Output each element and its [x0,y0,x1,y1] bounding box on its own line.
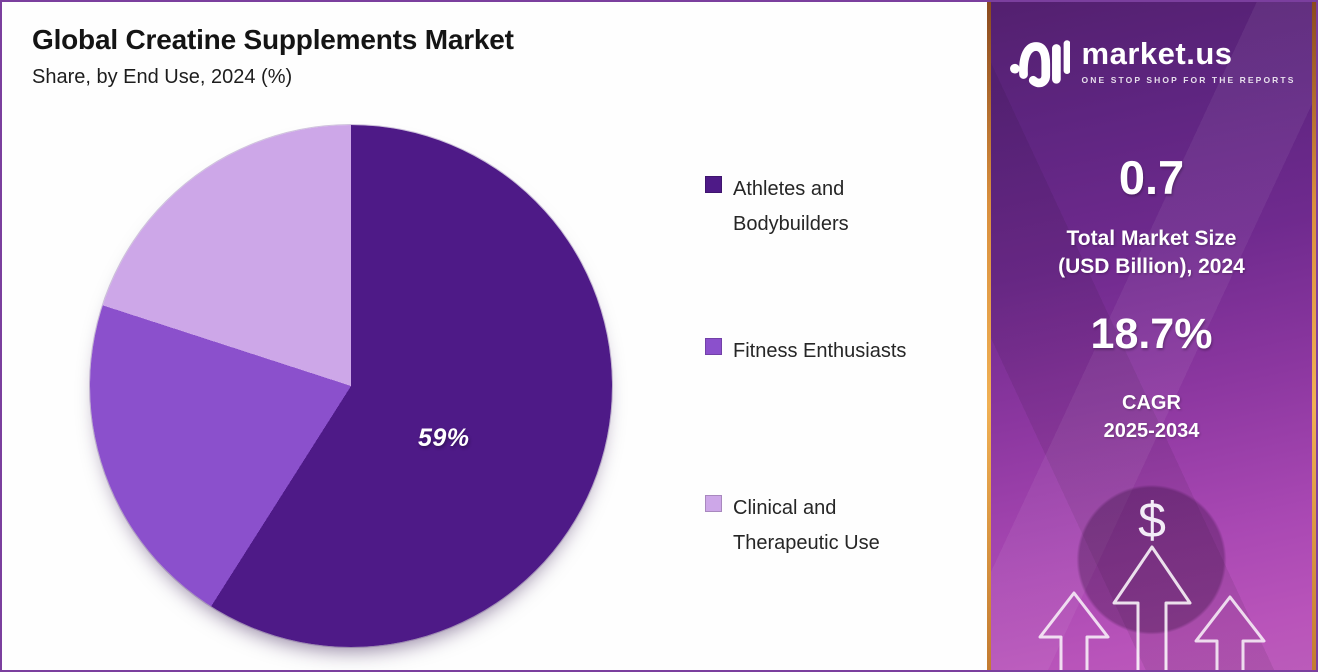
up-arrow-right-icon [1194,595,1265,670]
market-size-value: 0.7 [1118,151,1185,204]
legend-label: Athletes and Bodybuilders [733,178,849,235]
market-size-label-line1: Total Market Size [1066,227,1237,250]
marketus-logo-icon [1009,40,1070,88]
brand-tagline: ONE STOP SHOP FOR THE REPORTS [1081,74,1296,85]
brand-name: market.us [1081,35,1233,71]
chart-subtitle: Share, by End Use, 2024 (%) [32,66,293,88]
pie-chart [90,125,612,647]
legend-item-clinical: Clinical and Therapeutic Use [705,491,975,561]
legend-label: Clinical and Therapeutic Use [733,497,880,554]
gold-border-right [1312,2,1316,670]
legend-item-athletes: Athletes and Bodybuilders [705,172,975,242]
pie-slice-data-label: 59% [418,424,470,452]
cagr-value: 18.7% [1090,309,1213,358]
brand-side-panel: market.us ONE STOP SHOP FOR THE REPORTS … [987,2,1316,670]
gold-border-left [987,2,991,670]
chart-title: Global Creatine Supplements Market [32,24,514,55]
cagr-label-line1: CAGR [1122,391,1181,414]
growth-arrows-decoration: $ [1038,492,1265,670]
cagr-label: CAGR 2025-2034 [987,389,1316,445]
dollar-icon: $ [1138,492,1166,548]
legend-item-fitness: Fitness Enthusiasts [705,334,975,369]
up-arrow-middle-icon [1112,545,1191,670]
cagr-label-line2: 2025-2034 [1103,419,1200,442]
market-size-label: Total Market Size (USD Billion), 2024 [987,225,1316,282]
brand-logo: market.us ONE STOP SHOP FOR THE REPORTS [987,2,1316,88]
legend-swatch-medium-purple [705,338,722,355]
chart-legend: Athletes and Bodybuilders Fitness Enthus… [705,172,975,561]
market-size-label-line2: (USD Billion), 2024 [1058,255,1245,279]
legend-swatch-light-purple [705,495,722,512]
legend-label: Fitness Enthusiasts [733,340,907,362]
up-arrow-left-icon [1038,591,1109,670]
title-block: Global Creatine Supplements Market Share… [32,24,514,89]
legend-swatch-dark-purple [705,176,722,193]
